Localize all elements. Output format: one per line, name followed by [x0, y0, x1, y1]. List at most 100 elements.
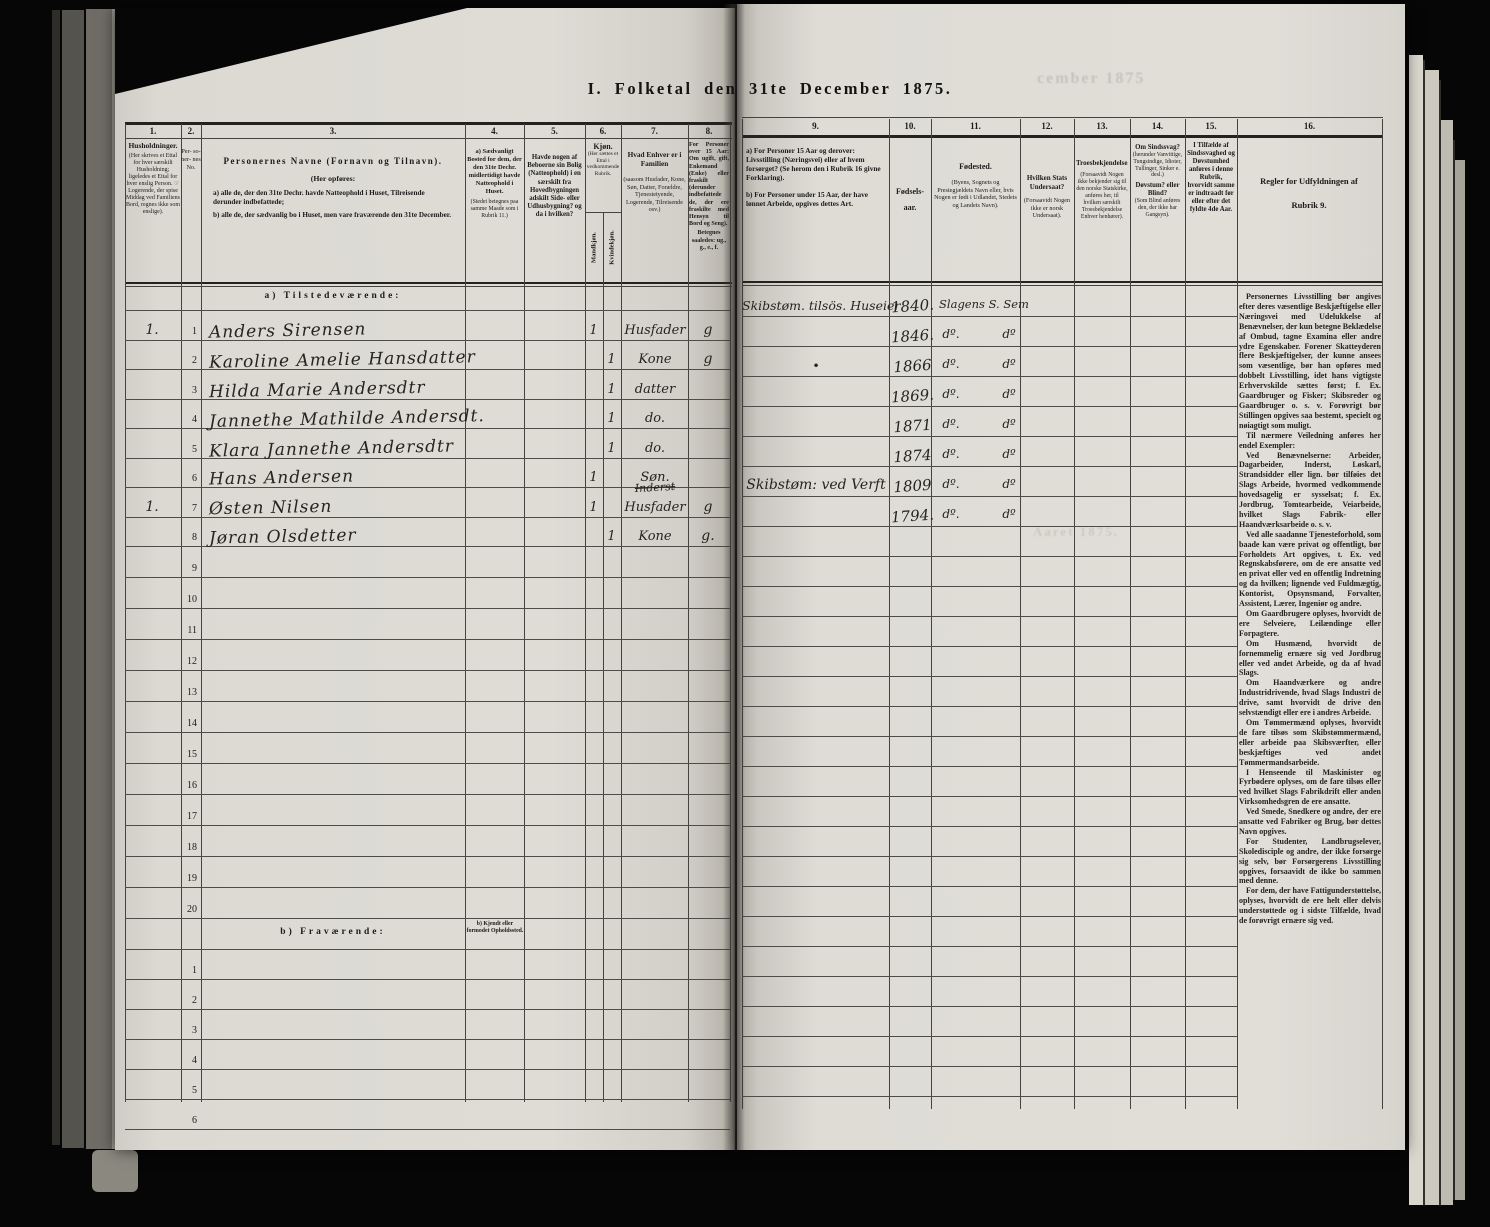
col11-title: Fødested. — [959, 162, 992, 171]
empty-table-row: 2 — [125, 980, 730, 1010]
household-mark: 1. — [145, 498, 159, 515]
column-number: 2. — [187, 126, 195, 136]
family-position: do. — [644, 411, 666, 426]
col1-note: (Her skrives et Ettal for hver særskilt … — [126, 152, 180, 215]
col-header-occupation: a) For Personer 15 Aar og derover: Livss… — [746, 146, 886, 278]
row-number: 13 — [187, 687, 197, 698]
right-page-edge-strip — [1425, 70, 1439, 1205]
row-number: 4 — [192, 1055, 197, 1066]
row-number: 3 — [192, 1025, 197, 1036]
ditto-mark: dº. — [942, 507, 960, 521]
col1-title: Husholdninger. — [128, 142, 178, 150]
person-name: Hilda Marie Andersdtr — [208, 377, 426, 402]
female-tally: 1 — [607, 411, 616, 426]
ditto-mark: dº. — [942, 357, 960, 371]
birth-year: 1809 — [892, 475, 933, 497]
column-number: 14. — [1151, 121, 1164, 131]
empty-table-row: 16 — [125, 764, 730, 795]
col13-title: Troesbekjendelse. — [1076, 159, 1128, 167]
instructions-paragraph: Ved Smede, Snedkere og andre, der ere an… — [1239, 807, 1381, 836]
birth-year: 1840. — [890, 295, 935, 317]
left-page-edge-strip — [62, 10, 84, 1148]
family-position: Søn. — [640, 470, 670, 485]
col6-note: (Her sættes et Ettal i vedkommende Rubri… — [586, 151, 620, 177]
table-row: 1. 1 Anders Sirensen 1 Husfader g — [125, 311, 730, 342]
instructions-paragraph: Om Husmænd, hvorvidt de fornemmelig ernæ… — [1239, 638, 1381, 678]
occupation: Skibstøm: ved Verft — [746, 477, 886, 493]
instructions-paragraph: I Henseende til Maskinister og Fyrbødere… — [1239, 767, 1381, 807]
birth-year: 1871 — [892, 415, 933, 437]
column-number: 11. — [970, 121, 981, 131]
instructions-paragraph: Om Gaardbrugere oplyses, hvorvidt de ere… — [1239, 609, 1381, 638]
col14-title2: Døvstum? eller Blind? — [1135, 182, 1180, 198]
col11-note: (Byens, Sognets og Prestegjældets Navn e… — [934, 179, 1017, 209]
row-number: 10 — [187, 594, 197, 605]
ditto-mark: dº — [1002, 327, 1016, 341]
col4-note: (Stedet betegnes paa samme Maade som i R… — [470, 199, 519, 219]
col-header-disabilities: Om Sindssvag? (herunder Vanvittige, Tung… — [1132, 144, 1183, 278]
empty-table-row: 4 — [125, 1040, 730, 1070]
row-number: 6 — [192, 473, 197, 484]
empty-table-row: 11 — [125, 609, 730, 640]
instructions-paragraph: Ved Benævnelserne: Arbeider, Dagarbeider… — [1239, 450, 1381, 529]
section-absent: b) Fraværende: b) Kjendt eller formodet … — [125, 919, 730, 950]
left-table-body: a) Tilstedeværende: 1. 1 Anders Sirensen… — [115, 286, 735, 1130]
row-number: 15 — [187, 749, 197, 760]
table-row: 1. 7 Østen Nilsen 1 Inderst Husfader g — [125, 480, 730, 519]
table-row: Skibstøm. tilsös. Huseier 1840. Slagens … — [742, 287, 1237, 317]
row-number: 12 — [187, 656, 197, 667]
birth-year: 1846. — [890, 325, 935, 347]
col13-note: (Forsaavidt Nogen ikke bekjender sig til… — [1076, 171, 1128, 220]
col3-title: Personernes Navne (Fornavn og Tilnavn). — [223, 156, 443, 166]
col3-note-intro: (Her opføres: — [310, 174, 356, 183]
empty-ruled-rows — [742, 527, 1237, 1112]
col6-male-label: Mandkjøn. — [590, 232, 598, 263]
col16-title: Regler for Udfyldningen af Rubrik 9. — [1260, 176, 1358, 210]
person-name: Hans Andersen — [208, 466, 355, 490]
right-page-edge-strip — [1439, 80, 1441, 1205]
birth-year: 1794. — [890, 505, 935, 527]
right-page: 9. 10. 11. 12. 13. 14. 15. 16. a) For Pe… — [737, 4, 1405, 1150]
left-page-edge-strip — [112, 9, 115, 1149]
row-number: 1 — [192, 965, 197, 976]
table-row: 2 Karoline Amelie Hansdatter 1 Kone g — [125, 341, 730, 373]
table-row: 8 Jøran Olsdetter 1 Kone g. — [125, 518, 730, 549]
column-number: 10. — [904, 121, 916, 131]
column-number: 16. — [1303, 121, 1316, 131]
family-position-struck: Inderst — [634, 479, 676, 496]
section-absent-label: b) Fraværende: — [280, 927, 386, 937]
table-row: 1871 dº. dº — [742, 407, 1237, 437]
col14-note1: (herunder Vanvittige, Tungsindige, Idiot… — [1132, 152, 1183, 179]
table-row: Skibstøm: ved Verft 1809 dº. dº — [742, 467, 1237, 497]
row-number: 7 — [192, 502, 197, 514]
row-number: 4 — [192, 414, 197, 425]
column-number: 4. — [491, 126, 498, 136]
family-position: Husfader — [624, 322, 686, 338]
empty-rows-present: 9 10 11 12 13 14 15 16 17 18 19 20 — [115, 547, 735, 919]
column-number: 12. — [1041, 121, 1053, 131]
ditto-mark: dº. — [942, 387, 960, 401]
col-header-marital-status: For Personer over 15 Aar: Om ugift, gift… — [689, 142, 729, 284]
col-header-sex: Kjøn. (Her sættes et Ettal i vedkommende… — [585, 142, 621, 212]
row-number: 5 — [192, 443, 197, 455]
row-number: 18 — [187, 842, 197, 853]
person-name: Jøran Olsdetter — [208, 525, 357, 549]
row-number: 20 — [187, 904, 197, 915]
col-header-usual-residence: a) Sædvanligt Bosted for dem, der den 31… — [466, 148, 523, 284]
marital-status: g — [703, 321, 713, 338]
instructions-paragraph: For Studenter, Landbrugselever, Skoledis… — [1239, 836, 1381, 886]
column-number: 6. — [599, 126, 607, 136]
col6-title: Kjøn. — [593, 142, 613, 151]
col-header-citizenship: Hvilken Stats Undersaat? (Forsaavidt Nog… — [1022, 174, 1072, 274]
female-tally: 1 — [607, 529, 616, 544]
empty-table-row: 15 — [125, 733, 730, 764]
col-header-creed: Troesbekjendelse. (Forsaavidt Nogen ikke… — [1076, 159, 1128, 277]
right-table-body: Skibstøm. tilsös. Huseier 1840. Slagens … — [737, 287, 1405, 1112]
col14-title: Om Sindssvag? — [1135, 144, 1180, 151]
empty-table-row: 1 — [125, 950, 730, 980]
instructions-paragraph: Personernes Livsstilling bør angives eft… — [1239, 292, 1381, 430]
birth-year: 1869. — [890, 385, 935, 407]
col2-title: Per- so- ner- nes No. — [181, 148, 201, 171]
col7-note: (saasom Husfader, Kone, Søn, Datter, For… — [623, 176, 686, 213]
